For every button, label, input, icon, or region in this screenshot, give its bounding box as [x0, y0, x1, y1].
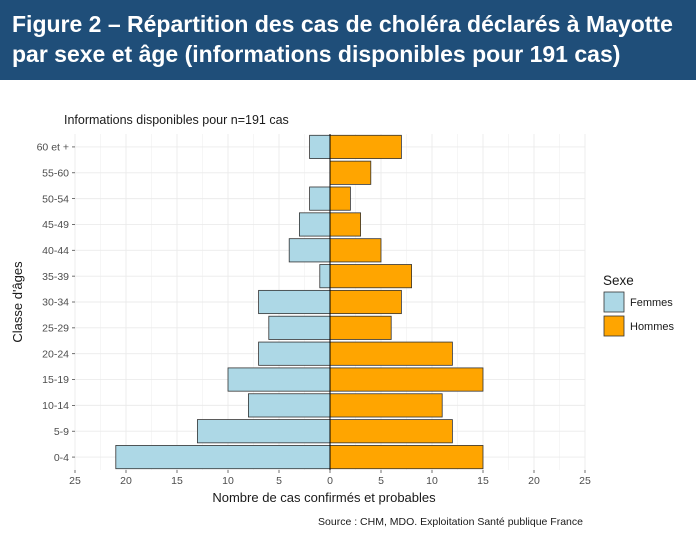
bar-hommes-25-29 [329, 315, 392, 340]
bar-hommes-30-34 [329, 289, 402, 315]
y-tick-label: 5-9 [54, 426, 69, 438]
bar-hommes-0-4 [329, 445, 484, 470]
bar-femmes-50-54 [309, 186, 331, 211]
legend-swatch-hommes [603, 315, 625, 337]
legend-label-femmes: Femmes [630, 297, 673, 309]
y-tick-label: 20-24 [42, 348, 69, 360]
source-caption: Source : CHM, MDO. Exploitation Santé pu… [318, 516, 583, 528]
bar-femmes-5-9 [196, 419, 331, 444]
bar-femmes-30-34 [258, 289, 331, 315]
bar-hommes-15-19 [329, 367, 484, 392]
y-tick-label: 15-19 [42, 374, 69, 386]
bar-hommes-50-54 [329, 186, 351, 211]
bar-femmes-45-49 [298, 212, 331, 237]
y-tick-label: 30-34 [42, 297, 69, 309]
legend-label-hommes: Hommes [630, 321, 675, 333]
bar-hommes-45-49 [329, 212, 362, 237]
y-axis-title: Classe d'âges [10, 261, 25, 343]
figure-title: Figure 2 – Répartition des cas de cholér… [12, 11, 673, 67]
bar-hommes-40-44 [329, 238, 382, 263]
x-tick-label: 10 [426, 475, 438, 487]
bar-femmes-25-29 [268, 315, 331, 340]
y-tick-label: 60 et + [37, 142, 69, 154]
x-tick-label: 5 [276, 475, 282, 487]
legend-title: Sexe [603, 273, 634, 288]
bar-femmes-0-4 [115, 445, 331, 470]
y-tick-label: 45-49 [42, 219, 69, 231]
x-tick-label: 25 [69, 475, 81, 487]
x-tick-label: 5 [378, 475, 384, 487]
bar-hommes-5-9 [329, 419, 453, 444]
x-axis-title: Nombre de cas confirmés et probables [212, 490, 436, 505]
y-tick-label: 35-39 [42, 271, 69, 283]
y-tick-label: 40-44 [42, 245, 69, 257]
y-tick-label: 10-14 [42, 400, 69, 412]
chart-subtitle: Informations disponibles pour n=191 cas [64, 113, 289, 127]
bar-hommes-35-39 [329, 264, 412, 289]
legend-swatch-femmes [603, 291, 625, 313]
bar-hommes-60 et + [329, 134, 402, 159]
x-tick-label: 25 [579, 475, 591, 487]
x-tick-label: 15 [171, 475, 183, 487]
legend: Sexe Femmes Hommes [603, 273, 675, 337]
x-tick-label: 20 [120, 475, 132, 487]
bars [115, 134, 484, 470]
x-tick-label: 10 [222, 475, 234, 487]
y-tick-labels: 0-4 5-9 10-14 15-19 20-24 25-29 30-34 35-39 40-4… [37, 142, 75, 464]
bar-hommes-55-60 [329, 160, 372, 185]
bar-femmes-15-19 [227, 367, 331, 392]
y-tick-label: 50-54 [42, 193, 69, 205]
x-tick-labels: 25 20 15 10 5 0 5 10 15 20 25 [69, 470, 591, 487]
figure-banner: Figure 2 – Répartition des cas de cholér… [0, 0, 696, 80]
pyramid-chart: 0-4 5-9 10-14 15-19 20-24 25-29 30-34 35-39 40-4… [10, 113, 675, 528]
y-tick-label: 0-4 [54, 452, 69, 464]
bar-hommes-10-14 [329, 393, 443, 418]
bar-femmes-35-39 [319, 264, 331, 289]
bar-hommes-20-24 [329, 341, 453, 366]
y-tick-label: 55-60 [42, 167, 69, 179]
bar-femmes-40-44 [288, 238, 331, 263]
x-tick-label: 0 [327, 475, 333, 487]
bar-femmes-60 et + [309, 134, 331, 159]
y-tick-label: 25-29 [42, 323, 69, 335]
x-tick-label: 15 [477, 475, 489, 487]
x-tick-label: 20 [528, 475, 540, 487]
bar-femmes-10-14 [247, 393, 331, 418]
bar-femmes-20-24 [258, 341, 331, 366]
